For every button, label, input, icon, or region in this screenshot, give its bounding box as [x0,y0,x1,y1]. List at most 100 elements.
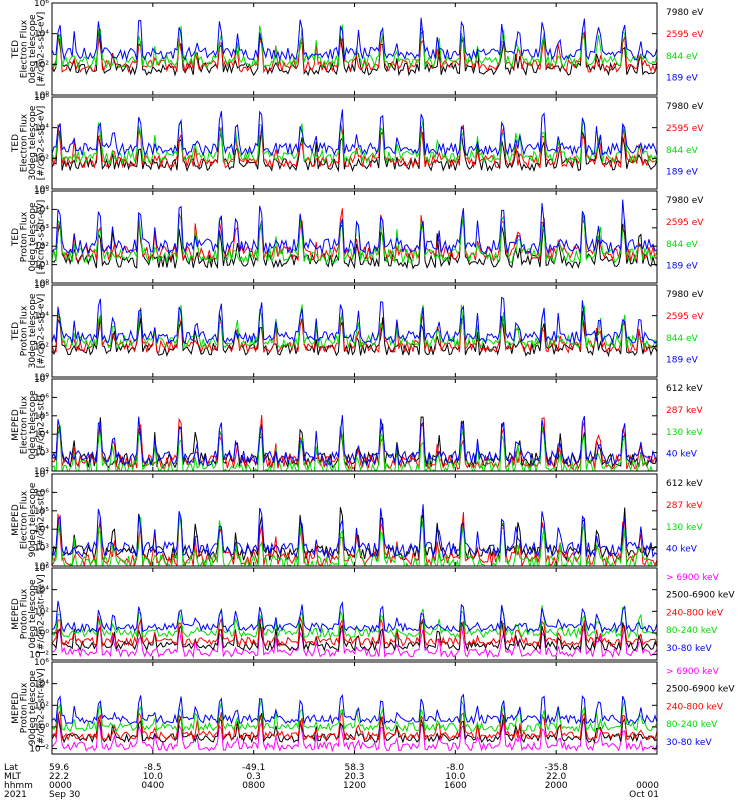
y-axis-label: Proton Flux [20,211,30,262]
y-axis-label: MEPED [11,598,21,630]
x-tick-label: Oct 01 [629,790,659,800]
panels: 10⁰ 10² 10⁴ 10⁶ TED Electron Flux 0deg telesco… [11,0,735,755]
y-axis-label: 0deg telescope [28,202,38,272]
y-tick-label: 10³ [34,449,49,459]
series-5-3 [52,424,653,471]
y-tick-label: 10² [34,467,49,477]
x-row-label: 2021 [4,790,27,800]
legend-entry: > 6900 keV [666,573,720,583]
legend-entry: 130 keV [666,428,703,438]
legend-entry: 189 eV [666,356,699,366]
legend-entry: 130 keV [666,523,703,533]
legend-entry: 40 keV [666,545,698,555]
y-axis-label: MEPED [11,409,21,441]
y-tick-label: 10⁰ [34,723,49,733]
y-tick-label: 10⁴ [34,312,49,322]
y-tick-label: 10⁴ [34,525,49,535]
y-tick-label: 10⁶ [34,281,49,291]
y-axis-label: Proton Flux [20,682,30,733]
legend-entry: 287 keV [666,501,703,511]
y-tick-label: 10² [34,242,49,252]
legend-entry: 2595 eV [666,312,704,322]
y-tick-label: 10² [34,562,49,572]
y-tick-label: 10² [34,60,49,70]
legend-entry: 30-80 keV [666,644,712,654]
series-7-2 [52,618,657,652]
y-tick-label: 10³ [34,224,49,234]
y-tick-label: 10⁴ [34,680,49,690]
x-row-label: Lat [4,763,19,773]
y-tick-label: 10⁰ [34,279,49,289]
y-tick-label: 10² [34,154,49,164]
y-axis-label: 30deg telescope [28,293,38,368]
x-tick-label: Sep 30 [49,790,81,800]
series-2-2 [52,123,657,170]
y-tick-label: 10⁶ [34,564,49,574]
y-axis-label: 90deg telescope [28,482,38,557]
y-axis-label: [#/cm2-s-str-keV] [37,574,47,653]
legend-entry: > 6900 keV [666,667,720,677]
y-tick-label: 10⁻² [29,745,49,755]
series-7-3 [52,616,657,648]
legend-entry: 240-800 keV [666,702,724,712]
series-2-4 [52,109,657,158]
y-tick-label: 10⁰ [34,91,49,101]
legend-entry: 844 eV [666,334,699,344]
x-tick-label: 1600 [444,781,467,791]
y-axis-label: Electron Flux [20,490,30,549]
x-tick-label: 22.0 [546,772,566,782]
series-7-1 [52,625,657,659]
legend-entry: 189 eV [666,262,699,272]
series-1-3 [52,24,657,69]
y-axis-label: Electron Flux [20,113,30,172]
y-tick-label: 10⁻² [29,651,49,661]
y-axis-label: TED [11,322,21,341]
legend-entry: 189 eV [666,74,699,84]
y-axis-label: [#/cm2-s-str] [37,490,47,550]
legend-entry: 30-80 keV [666,738,712,748]
series-6-4 [52,504,657,559]
series-2-3 [52,119,657,165]
y-tick-label: 10² [34,701,49,711]
legend-entry: 7980 eV [666,196,704,206]
y-tick-label: 10³ [34,544,49,554]
x-row-label: hhmm [4,781,33,791]
y-tick-label: 10⁴ [34,124,49,134]
series-8-4 [52,698,657,733]
y-tick-label: 10⁴ [34,30,49,40]
series-2-1 [52,125,657,173]
series-3-3 [52,213,657,265]
y-axis-label: 0deg telescope [28,579,38,649]
x-tick-label: 59.6 [49,763,69,773]
y-tick-label: 10⁷ [34,375,49,385]
y-tick-label: 10⁶ [34,488,49,498]
series-7-4 [52,605,657,640]
legend-entry: 612 keV [666,384,703,394]
legend-entry: 844 eV [666,146,699,156]
y-tick-label: 10⁶ [34,658,49,668]
y-tick-label: 10⁶ [34,393,49,403]
y-tick-label: 10⁴ [34,430,49,440]
y-tick-label: 10⁰ [34,373,49,383]
x-row-label: MLT [4,772,22,782]
y-tick-label: 10⁵ [34,187,49,197]
x-tick-label: 0800 [242,781,265,791]
y-axis-label: Electron Flux [20,19,30,78]
legend-entry: 844 eV [666,52,699,62]
series-8-5 [52,693,657,726]
y-tick-label: 10⁴ [34,205,49,215]
y-axis-label: Proton Flux [20,588,30,639]
x-tick-label: 2000 [545,781,568,791]
legend-entry: 189 eV [666,168,699,178]
y-axis-label: [#/cm2-s-str-eV] [37,200,47,275]
legend-entry: 80-240 keV [666,720,718,730]
y-tick-label: 10² [34,607,49,617]
series-4-4 [52,296,657,345]
series-6-3 [52,513,657,566]
legend-entry: 2595 eV [666,124,704,134]
legend-entry: 287 keV [666,406,703,416]
y-axis-label: TED [11,228,21,247]
